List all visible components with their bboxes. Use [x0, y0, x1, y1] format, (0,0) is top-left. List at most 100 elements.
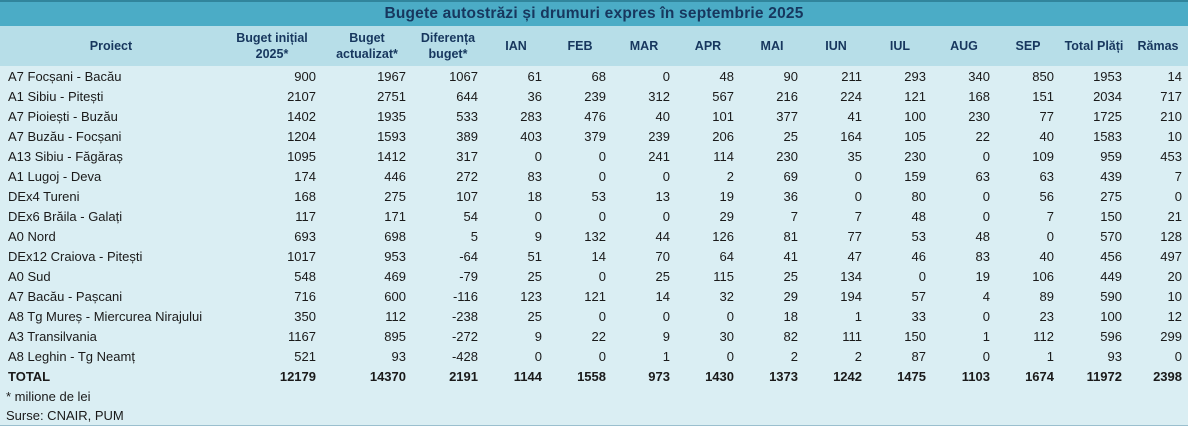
value-cell: 47 — [847, 248, 862, 264]
value-cell: 230 — [968, 108, 990, 124]
value-cell: 150 — [1100, 208, 1122, 224]
project-cell: DEx4 Tureni — [8, 188, 80, 204]
value-cell: 100 — [904, 108, 926, 124]
value-cell: 0 — [598, 168, 606, 184]
value-cell: 449 — [1100, 268, 1122, 284]
project-cell: A7 Focșani - Bacău — [8, 68, 122, 84]
value-cell: 2 — [854, 348, 862, 364]
value-cell: -116 — [452, 288, 478, 304]
value-cell: 9 — [534, 328, 542, 344]
value-cell: 112 — [1033, 328, 1054, 344]
value-cell: 51 — [527, 248, 542, 264]
value-cell: 81 — [783, 228, 798, 244]
value-cell: 0 — [598, 308, 606, 324]
value-cell: 14370 — [369, 368, 406, 384]
value-cell: 0 — [982, 308, 990, 324]
value-cell: 567 — [712, 88, 734, 104]
value-cell: 61 — [527, 68, 542, 84]
table-row: DEx4 Tureni 168 275 107 18 53 13 19 36 0 80 0 56 275 0 — [0, 186, 1188, 206]
footnote-sources: Surse: CNAIR, PUM — [6, 408, 124, 423]
value-cell: 19 — [719, 188, 734, 204]
value-cell: 953 — [384, 248, 406, 264]
table-row: A8 Leghin - Tg Neamț 521 93 -428 0 0 1 0 2 2 87 0 1 9… — [0, 346, 1188, 366]
value-cell: 275 — [384, 188, 406, 204]
value-cell: 1 — [1046, 348, 1054, 364]
project-cell: DEx12 Craiova - Pitești — [8, 248, 143, 264]
value-cell: 293 — [904, 68, 926, 84]
column-header: Proiect — [0, 26, 222, 66]
value-cell: -428 — [451, 348, 478, 364]
value-cell: 29 — [719, 208, 734, 224]
value-cell: 89 — [1039, 288, 1054, 304]
project-cell: A0 Sud — [8, 268, 51, 284]
value-cell: 0 — [598, 348, 606, 364]
value-cell: 46 — [911, 248, 926, 264]
value-cell: 716 — [294, 288, 316, 304]
value-cell: 698 — [384, 228, 406, 244]
project-cell: A7 Bacău - Pașcani — [8, 288, 123, 304]
value-cell: 9 — [662, 328, 670, 344]
value-cell: 230 — [776, 148, 798, 164]
value-cell: 211 — [841, 68, 862, 84]
value-cell: 1242 — [833, 368, 862, 384]
value-cell: 350 — [294, 308, 316, 324]
value-cell: 22 — [591, 328, 606, 344]
value-cell: 0 — [854, 168, 862, 184]
value-cell: 63 — [975, 168, 990, 184]
value-cell: 717 — [1160, 88, 1182, 104]
value-cell: 439 — [1100, 168, 1122, 184]
value-cell: 377 — [776, 108, 798, 124]
column-header: AUG — [932, 26, 996, 66]
value-cell: 10 — [1167, 128, 1182, 144]
value-cell: 456 — [1100, 248, 1122, 264]
value-cell: 1 — [854, 308, 862, 324]
value-cell: 68 — [591, 68, 606, 84]
value-cell: 25 — [655, 268, 670, 284]
value-cell: 115 — [713, 268, 734, 284]
value-cell: 106 — [1032, 268, 1054, 284]
value-cell: 30 — [719, 328, 734, 344]
value-cell: 850 — [1032, 68, 1054, 84]
column-header: Buget inițial 2025* — [222, 26, 322, 66]
value-cell: 112 — [385, 308, 406, 324]
value-cell: 64 — [719, 248, 734, 264]
project-cell: A8 Tg Mureș - Miercurea Nirajului — [8, 308, 203, 324]
value-cell: 12 — [1167, 308, 1182, 324]
value-cell: 10 — [1167, 288, 1182, 304]
value-cell: 164 — [840, 128, 862, 144]
value-cell: 48 — [975, 228, 990, 244]
value-cell: 83 — [527, 168, 542, 184]
value-cell: 23 — [1039, 308, 1054, 324]
value-cell: 18 — [527, 188, 542, 204]
value-cell: 1935 — [377, 108, 406, 124]
value-cell: 70 — [655, 248, 670, 264]
column-header: Diferența buget* — [412, 26, 484, 66]
value-cell: 312 — [648, 88, 670, 104]
value-cell: 272 — [456, 168, 478, 184]
footnotes: * milione de lei Surse: CNAIR, PUM — [0, 386, 1188, 425]
value-cell: 533 — [456, 108, 478, 124]
column-header: IUN — [804, 26, 868, 66]
value-cell: 134 — [840, 268, 862, 284]
column-header: IAN — [484, 26, 548, 66]
value-cell: 0 — [918, 268, 926, 284]
value-cell: 644 — [456, 88, 478, 104]
value-cell: 0 — [598, 268, 606, 284]
value-cell: 570 — [1100, 228, 1122, 244]
value-cell: 2107 — [287, 88, 316, 104]
value-cell: 340 — [968, 68, 990, 84]
value-cell: 9 — [534, 228, 542, 244]
table-row: A0 Sud 548 469 -79 25 0 25 115 25 134 0 19 106 449 20 — [0, 266, 1188, 286]
value-cell: 77 — [1039, 108, 1054, 124]
value-cell: 35 — [847, 148, 862, 164]
table-row: A7 Bacău - Pașcani 716 600 -116 123 121 14 32 29… — [0, 286, 1188, 306]
table-row: A7 Focșani - Bacău 900 1967 1067 61 68 0 48 90 21… — [0, 66, 1188, 86]
table-row: A3 Transilvania 1167 895 -272 9 22 9 30 82 111 150… — [0, 326, 1188, 346]
value-cell: 2034 — [1093, 88, 1122, 104]
value-cell: 959 — [1100, 148, 1122, 164]
value-cell: 0 — [1174, 188, 1182, 204]
value-cell: 105 — [904, 128, 926, 144]
value-cell: 83 — [975, 248, 990, 264]
value-cell: 497 — [1160, 248, 1182, 264]
value-cell: 14 — [655, 288, 670, 304]
